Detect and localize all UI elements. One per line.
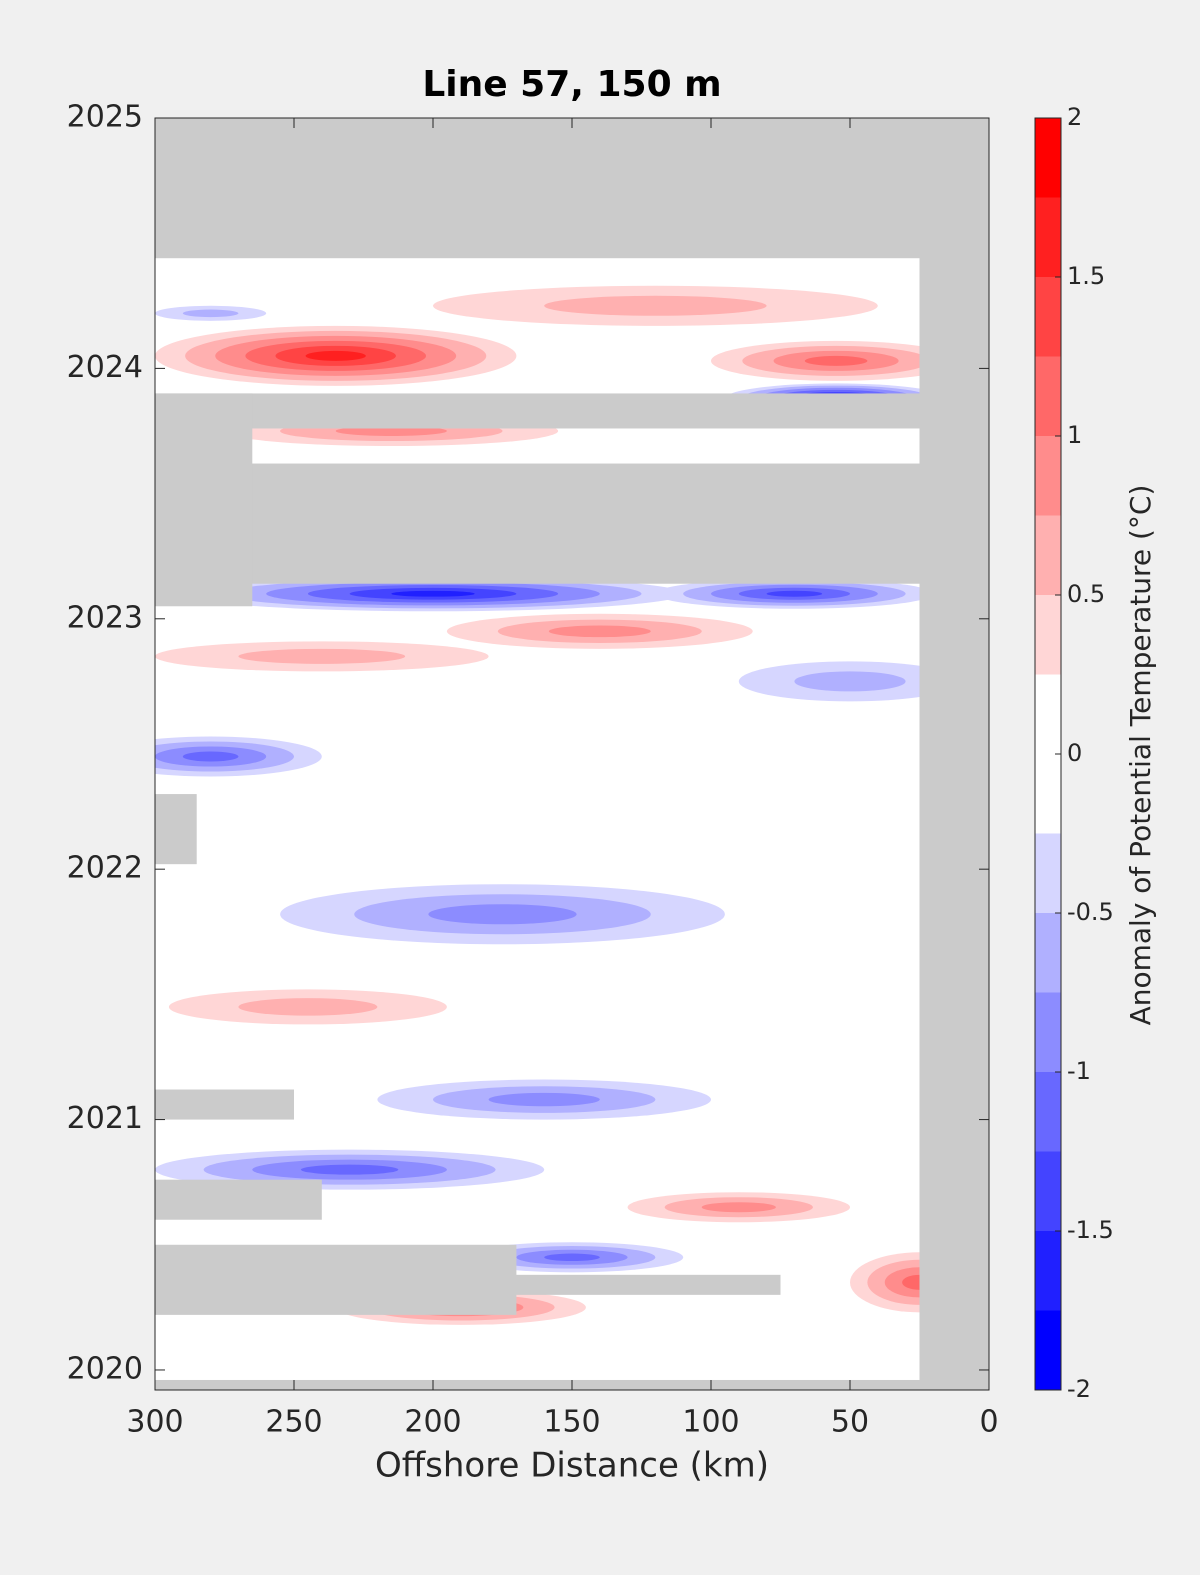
colorbar-swatch <box>1035 595 1061 675</box>
plot-area <box>155 118 989 1390</box>
colorbar-tick-label: -0.5 <box>1067 898 1114 926</box>
colorbar-tick-label: -1.5 <box>1067 1216 1114 1244</box>
colorbar-tick-label: 2 <box>1067 103 1082 131</box>
y-tick-label: 2022 <box>67 851 143 886</box>
x-tick-label: 50 <box>831 1405 869 1440</box>
contour-band <box>701 1202 776 1213</box>
colorbar-swatch <box>1035 277 1061 357</box>
x-axis-label: Offshore Distance (km) <box>375 1446 769 1486</box>
contour-band <box>238 648 406 664</box>
missing-region <box>155 1179 322 1220</box>
colorbar-swatch <box>1035 1072 1061 1152</box>
contour-band <box>428 904 577 925</box>
colorbar-swatch <box>1035 833 1061 913</box>
contour-band <box>391 590 475 597</box>
colorbar-tick-label: 1 <box>1067 421 1082 449</box>
contour-band <box>902 1274 920 1290</box>
y-tick-label: 2020 <box>67 1351 143 1386</box>
colorbar-swatch <box>1035 356 1061 436</box>
chart-title: Line 57, 150 m <box>422 64 721 105</box>
contour-band <box>238 998 378 1016</box>
missing-region <box>155 393 920 429</box>
colorbar-swatch <box>1035 1310 1061 1390</box>
colorbar-swatch <box>1035 436 1061 516</box>
colorbar-swatch <box>1035 754 1061 834</box>
colorbar-swatch <box>1035 118 1061 198</box>
missing-region <box>155 794 197 865</box>
missing-region <box>155 1244 517 1315</box>
x-tick-label: 150 <box>543 1405 600 1440</box>
colorbar-swatch <box>1035 913 1061 993</box>
contour-band <box>182 751 239 762</box>
colorbar-swatch <box>1035 197 1061 277</box>
contour-band <box>488 1092 600 1107</box>
colorbar-tick-label: 0 <box>1067 739 1082 767</box>
colorbar-tick-label: -1 <box>1067 1057 1091 1085</box>
colorbar-label: Anomaly of Potential Temperature (°C) <box>1124 485 1157 1026</box>
x-tick-label: 100 <box>682 1405 739 1440</box>
x-tick-label: 200 <box>404 1405 461 1440</box>
contour-band <box>305 350 366 361</box>
missing-region <box>155 463 920 584</box>
colorbar-swatch <box>1035 515 1061 595</box>
colorbar-swatch <box>1035 1151 1061 1231</box>
y-tick-label: 2021 <box>67 1101 143 1136</box>
colorbar-tick-label: -2 <box>1067 1375 1091 1403</box>
contour-band <box>548 625 651 638</box>
contour-band <box>794 671 906 692</box>
x-tick-label: 250 <box>265 1405 322 1440</box>
contour-band <box>182 309 239 318</box>
missing-region <box>155 1089 294 1120</box>
contour-band <box>804 355 868 366</box>
contour-band <box>544 1253 600 1262</box>
colorbar-tick-label: 0.5 <box>1067 580 1105 608</box>
colorbar-swatch <box>1035 992 1061 1072</box>
colorbar-swatch <box>1035 674 1061 754</box>
y-tick-label: 2024 <box>67 350 143 385</box>
colorbar-tick-label: 1.5 <box>1067 262 1105 290</box>
missing-region <box>155 393 253 607</box>
contour-band <box>544 295 767 316</box>
y-tick-label: 2023 <box>67 600 143 635</box>
colorbar-swatch <box>1035 1231 1061 1311</box>
contour-band <box>300 1164 399 1175</box>
x-tick-label: 0 <box>979 1405 998 1440</box>
y-tick-label: 2025 <box>67 100 143 135</box>
x-tick-label: 300 <box>126 1405 183 1440</box>
contour-band <box>766 590 823 597</box>
